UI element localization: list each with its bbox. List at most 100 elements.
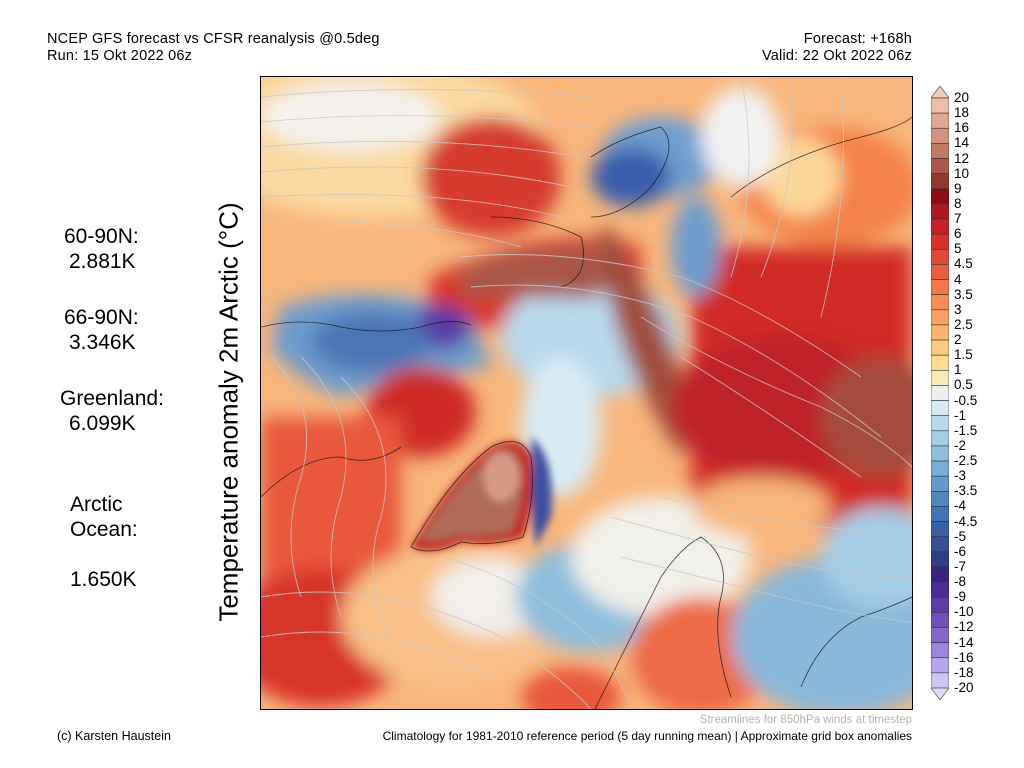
colorbar-cell xyxy=(931,188,949,205)
colorbar-cell xyxy=(931,173,949,190)
colorbar-tick-label: -6 xyxy=(954,543,967,559)
y-axis-label: Temperature anomaly 2m Arctic (°C) xyxy=(213,202,244,622)
colorbar-cell xyxy=(931,279,949,295)
colorbar-cell xyxy=(931,370,949,386)
map-canvas xyxy=(261,77,912,709)
header-left: NCEP GFS forecast vs CFSR reanalysis @0.… xyxy=(47,31,380,65)
colorbar-cell xyxy=(931,551,949,568)
forecast-lead: Forecast: +168h xyxy=(803,31,912,47)
colorbar-tick-label: -2 xyxy=(954,437,967,453)
colorbar-tick-label: 3 xyxy=(954,301,962,317)
colorbar-cell xyxy=(931,112,949,129)
colorbar-tick-label: 8 xyxy=(954,195,962,211)
colorbar-tick-label: -1 xyxy=(954,407,967,423)
colorbar-cell xyxy=(931,309,949,326)
copyright: (c) Karsten Haustein xyxy=(57,729,171,743)
stat-label: Arctic Ocean: xyxy=(70,493,138,541)
colorbar-tick-label: -4.5 xyxy=(954,513,978,529)
colorbar-tick-label: -9 xyxy=(954,589,967,605)
colorbar-cell xyxy=(931,491,949,507)
colorbar-tick-label: 2.5 xyxy=(954,316,973,332)
colorbar-cell xyxy=(931,596,949,613)
colorbar-cell xyxy=(931,672,949,689)
colorbar-cell xyxy=(931,415,949,432)
colorbar-cell xyxy=(931,642,949,659)
colorbar-tick-label: 10 xyxy=(954,165,970,181)
valid-time: Valid: 22 Okt 2022 06z xyxy=(761,48,912,64)
streamlines-note: Streamlines for 850hPa winds at timestep xyxy=(699,714,912,726)
colorbar-cell xyxy=(931,354,949,371)
colorbar-tick-label: -2.5 xyxy=(954,453,978,469)
colorbar-cell xyxy=(931,127,949,144)
colorbar-tick-label: -18 xyxy=(954,664,974,680)
stat-label: 60-90N: xyxy=(64,225,139,248)
stat-greenland: Greenland: 6.099K xyxy=(60,386,164,436)
colorbar-tick-label: -7 xyxy=(954,558,967,574)
run-time: Run: 15 Okt 2022 06z xyxy=(47,48,193,64)
colorbar-tick-label: -12 xyxy=(954,619,974,635)
colorbar-tick-label: -1.5 xyxy=(954,422,978,438)
colorbar-tick-label: -8 xyxy=(954,574,967,590)
colorbar-tick-label: 5 xyxy=(954,241,962,257)
stat-value: 1.650K xyxy=(70,568,137,591)
colorbar-cell xyxy=(931,97,949,114)
colorbar-cell xyxy=(931,536,949,553)
colorbar-tick-label: 18 xyxy=(954,105,970,121)
colorbar-tick-label: 3.5 xyxy=(954,286,973,302)
colorbar-tick-label: 1 xyxy=(954,362,962,378)
colorbar-tick-label: 14 xyxy=(954,135,970,151)
colorbar-tick-label: 2 xyxy=(954,332,962,348)
climatology-note: Climatology for 1981-2010 reference peri… xyxy=(382,729,912,743)
colorbar-cell xyxy=(931,218,949,235)
chart-title: NCEP GFS forecast vs CFSR reanalysis @0.… xyxy=(47,31,380,47)
stat-label: 66-90N: xyxy=(64,306,139,329)
header-right: Forecast: +168h Valid: 22 Okt 2022 06z xyxy=(762,31,912,65)
colorbar-cell xyxy=(931,233,949,250)
colorbar-tick-label: 4.5 xyxy=(954,256,973,272)
colorbar-cell xyxy=(931,506,949,522)
colorbar-tick-label: -3.5 xyxy=(954,483,978,499)
colorbar-tick-label: -20 xyxy=(954,680,974,695)
colorbar-top-arrow xyxy=(931,86,949,99)
colorbar-cell xyxy=(931,339,949,356)
colorbar-tick-label: 0.5 xyxy=(954,377,973,393)
colorbar-tick-label: -16 xyxy=(954,649,974,665)
colorbar-tick-label: -4 xyxy=(954,498,967,514)
colorbar-cell xyxy=(931,203,949,220)
colorbar-cell xyxy=(931,430,949,447)
colorbar-tick-label: -3 xyxy=(954,468,967,484)
colorbar-tick-label: 9 xyxy=(954,180,962,196)
colorbar-cell xyxy=(931,143,949,159)
colorbar-tick-label: 1.5 xyxy=(954,347,973,363)
stat-value: 2.881K xyxy=(69,250,136,273)
colorbar-cell xyxy=(931,400,949,416)
colorbar-cell xyxy=(931,460,949,477)
colorbar-tick-label: 12 xyxy=(954,150,970,166)
colorbar-tick-label: -10 xyxy=(954,604,974,620)
colorbar-cell xyxy=(931,248,949,265)
colorbar-cell xyxy=(931,627,949,643)
stat-60-90n: 60-90N: 2.881K xyxy=(64,224,139,274)
colorbar-cell xyxy=(931,581,949,598)
colorbar-tick-label: 4 xyxy=(954,271,962,287)
stat-label: Greenland: xyxy=(60,387,164,410)
stat-value: 3.346K xyxy=(69,331,136,354)
colorbar-cell xyxy=(931,158,949,174)
colorbar-graphic xyxy=(931,86,949,700)
colorbar-tick-label: 16 xyxy=(954,120,970,136)
colorbar-cell xyxy=(931,566,949,583)
colorbar-cell xyxy=(931,324,949,341)
colorbar-tick-label: -5 xyxy=(954,528,967,544)
colorbar-cell xyxy=(931,445,949,462)
colorbar-cell xyxy=(931,612,949,628)
stat-value: 6.099K xyxy=(69,412,136,435)
colorbar-cell xyxy=(931,385,949,401)
colorbar-tick-label: 7 xyxy=(954,211,962,227)
anomaly-map xyxy=(260,76,913,710)
colorbar-cell xyxy=(931,264,949,280)
colorbar-cell xyxy=(931,657,949,674)
stat-66-90n: 66-90N: 3.346K xyxy=(64,305,139,355)
colorbar-tick-label: -14 xyxy=(954,634,974,650)
colorbar-tick-label: 20 xyxy=(954,90,970,105)
colorbar-cell xyxy=(931,475,949,492)
